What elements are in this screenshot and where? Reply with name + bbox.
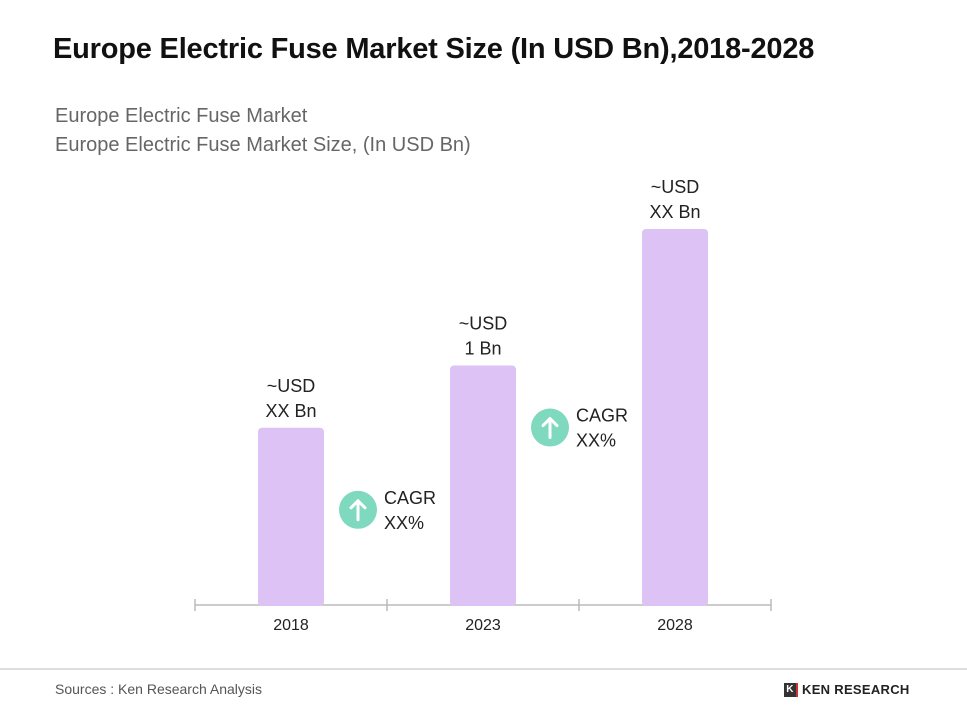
bar-2018 xyxy=(258,427,324,606)
bar-2028 xyxy=(642,229,708,606)
x-tick-label: 2028 xyxy=(657,617,693,634)
chart-subtitle: Europe Electric Fuse Market xyxy=(55,105,308,127)
data-label: ~USD xyxy=(459,314,508,334)
source-note: Sources : Ken Research Analysis xyxy=(55,681,262,697)
data-label: XX Bn xyxy=(265,401,316,421)
arrow-up-glyph xyxy=(349,499,367,522)
bar-2023 xyxy=(450,365,516,606)
cagr-label: CAGR xyxy=(384,488,436,508)
chart-title: Europe Electric Fuse Market Size (In USD… xyxy=(53,33,815,65)
x-tick-label: 2023 xyxy=(465,617,501,634)
logo-mark-icon: K xyxy=(784,682,798,697)
cagr-label: XX% xyxy=(576,431,616,451)
x-tick-label: 2018 xyxy=(273,617,309,634)
cagr-label: CAGR xyxy=(576,406,628,426)
cagr-label: XX% xyxy=(384,513,424,533)
ken-research-logo: K KEN RESEARCH xyxy=(784,682,910,697)
logo-text: KEN RESEARCH xyxy=(802,682,910,697)
arrow-up-glyph xyxy=(541,417,559,440)
chart-subtitle-units: Europe Electric Fuse Market Size, (In US… xyxy=(55,134,471,156)
data-label: 1 Bn xyxy=(464,339,501,359)
data-label: ~USD xyxy=(267,376,316,396)
footer-divider xyxy=(0,668,967,670)
data-label: ~USD xyxy=(651,177,700,197)
data-label: XX Bn xyxy=(649,202,700,222)
